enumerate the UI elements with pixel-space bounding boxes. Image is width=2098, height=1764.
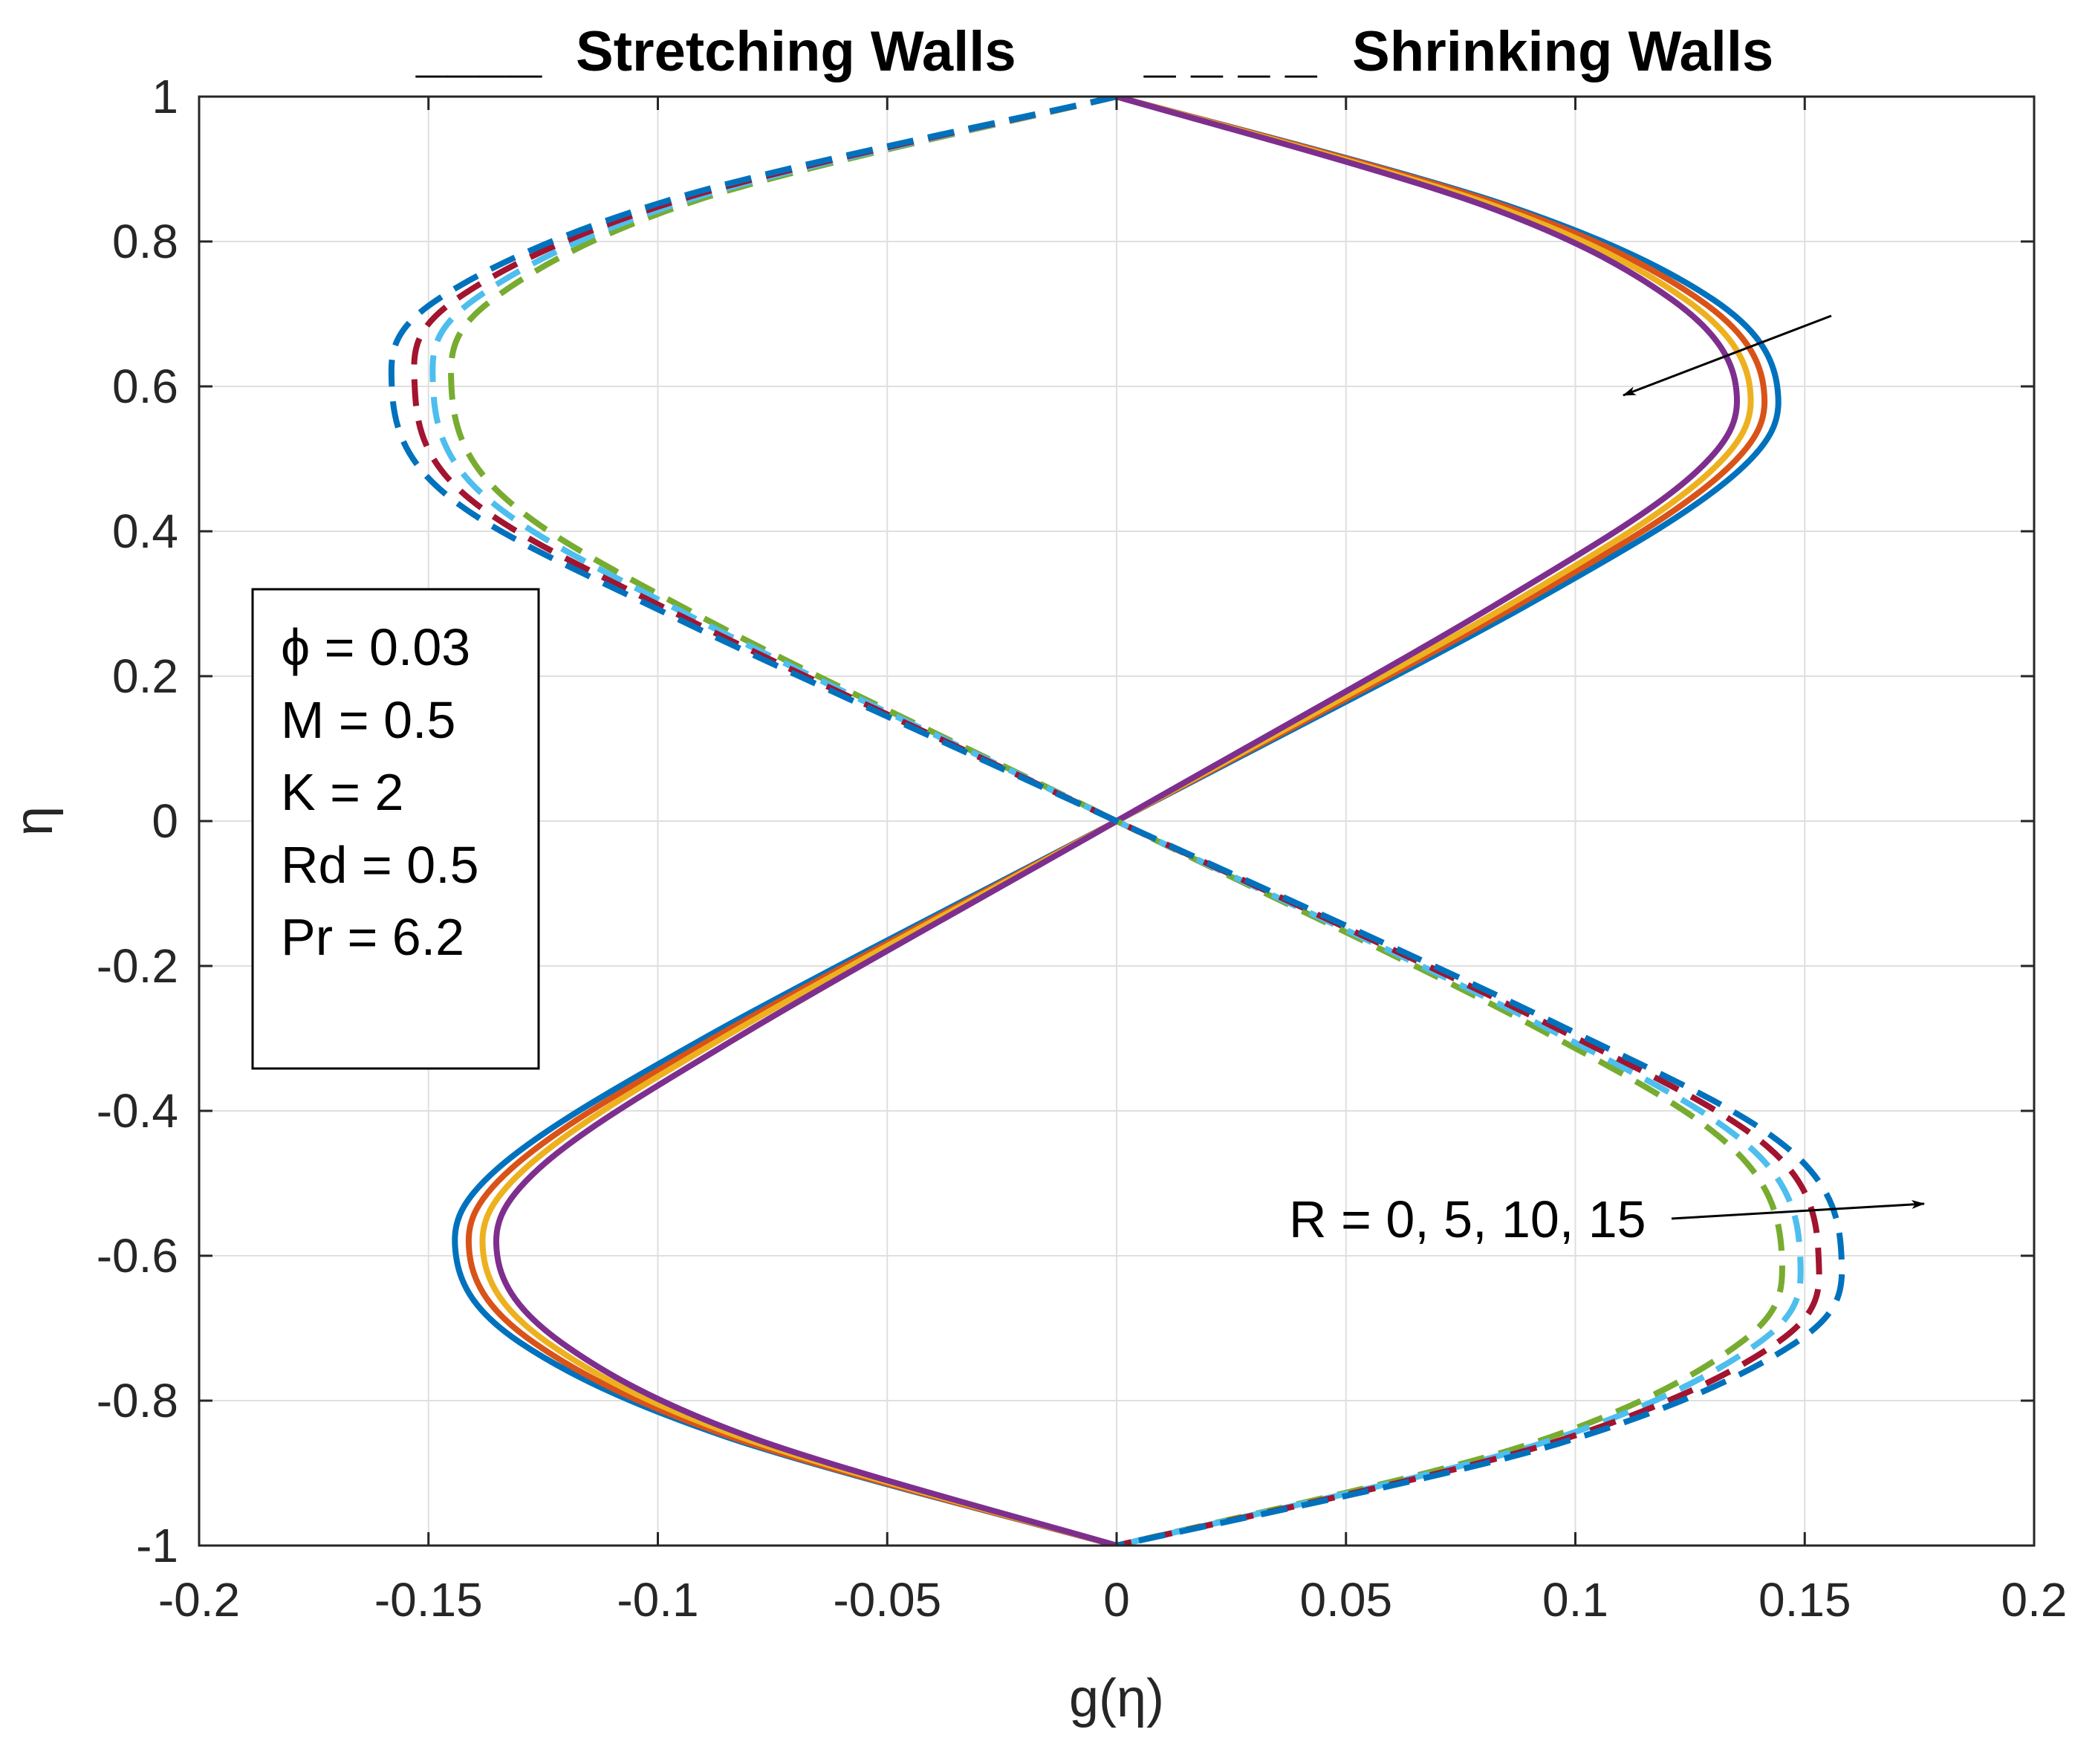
y-tick-label: -0.8 (97, 1374, 178, 1427)
param-k: K = 2 (281, 763, 403, 821)
dashed-style-marker: _ _ _ _ (1143, 20, 1317, 83)
y-tick-label: -0.4 (97, 1084, 178, 1138)
param-pr: Pr = 6.2 (281, 908, 464, 966)
y-tick-label: -0.2 (97, 939, 178, 993)
x-tick-label: -0.2 (158, 1573, 240, 1627)
y-tick-labels: -1 -0.8 -0.6 -0.4 -0.2 0 0.2 0.4 0.6 0.8 1 (97, 70, 178, 1572)
x-axis-title: g(η) (1069, 1669, 1164, 1728)
annotations: R = 0, 5, 10, 15 (1289, 314, 1926, 1248)
y-tick-label: 0.4 (112, 505, 178, 558)
parameter-box-frame (251, 588, 540, 1070)
param-m: M = 0.5 (281, 691, 455, 749)
stretching-walls-label: Stretching Walls (576, 20, 1016, 83)
series-line-shrinking-5 (429, 97, 1804, 1546)
x-tick-labels: -0.2 -0.15 -0.1 -0.05 0 0.05 0.1 0.15 0.2 (158, 1573, 2068, 1627)
y-tick-label: 0.6 (112, 360, 178, 413)
x-tick-label: -0.05 (833, 1573, 941, 1627)
x-tick-label: -0.1 (617, 1573, 698, 1627)
y-tick-label: 0.8 (112, 215, 178, 268)
x-tick-label: 0.1 (1542, 1573, 1608, 1627)
r-values-annotation: R = 0, 5, 10, 15 (1289, 1190, 1646, 1248)
param-rd: Rd = 0.5 (281, 836, 479, 894)
x-tick-label: 0.15 (1758, 1573, 1851, 1627)
parameter-box: ϕ = 0.03 M = 0.5 K = 2 Rd = 0.5 Pr = 6.2 (251, 588, 540, 1070)
series-group (388, 97, 1845, 1546)
header-legend: ____ Stretching Walls _ _ _ _ Shrinking … (415, 20, 1773, 83)
stretching-trend-arrow (1622, 314, 1832, 397)
y-tick-label: 0 (152, 794, 178, 848)
series-line-shrinking-7 (388, 97, 1845, 1546)
solid-style-marker: ____ (415, 20, 542, 83)
shrinking-walls-label: Shrinking Walls (1352, 20, 1773, 83)
x-tick-label: 0.2 (2001, 1573, 2068, 1627)
param-phi: ϕ = 0.03 (281, 618, 470, 676)
shrinking-trend-arrow (1671, 1199, 1926, 1220)
y-tick-label: -0.6 (97, 1229, 178, 1283)
y-tick-label: 1 (152, 70, 178, 123)
y-axis-title: η (4, 806, 64, 836)
y-tick-label: 0.2 (112, 649, 178, 703)
y-tick-label: -1 (136, 1519, 178, 1572)
x-tick-label: -0.15 (374, 1573, 483, 1627)
x-tick-label: 0.05 (1299, 1573, 1392, 1627)
x-tick-label: 0 (1103, 1573, 1130, 1627)
axis-ticks (198, 95, 2036, 1547)
